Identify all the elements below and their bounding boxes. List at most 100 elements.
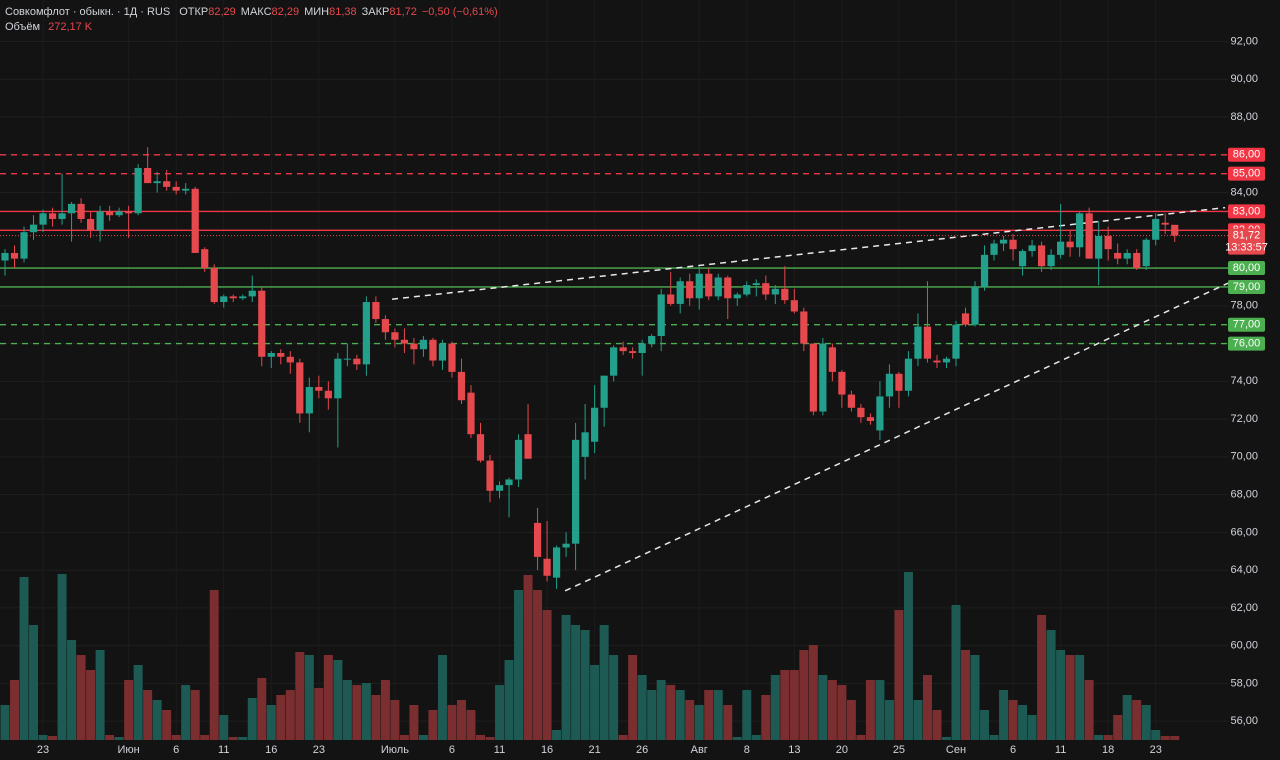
- candle-body: [220, 296, 228, 303]
- candle-body: [638, 343, 646, 354]
- volume-bar: [571, 625, 581, 740]
- header-value: 81,72: [389, 6, 417, 18]
- level-label: 77,00: [1233, 319, 1261, 331]
- volume-bar: [399, 735, 409, 740]
- volume-bar: [599, 625, 609, 740]
- candle-body: [495, 485, 504, 491]
- y-tick-label: 90,00: [1230, 73, 1258, 85]
- candle-body: [1057, 241, 1065, 255]
- level-label-box: [1228, 204, 1265, 219]
- candle-body: [429, 339, 437, 361]
- candle-body: [67, 203, 76, 214]
- candle-body: [514, 439, 523, 480]
- x-tick-label: Июн: [118, 744, 140, 756]
- candle-body: [838, 371, 846, 395]
- volume-header: Объём 272,17 K: [5, 21, 93, 33]
- candle-body: [58, 213, 66, 219]
- volume-bar: [865, 680, 875, 740]
- volume-bar: [380, 680, 390, 740]
- candle-body: [914, 326, 922, 359]
- candle-body: [572, 439, 580, 544]
- volume-bar: [941, 737, 951, 740]
- y-tick-label: 70,00: [1230, 451, 1258, 463]
- volume-bar: [466, 710, 476, 740]
- candle-body: [1152, 218, 1160, 240]
- volume-bar: [485, 737, 495, 740]
- volume-bar: [704, 690, 714, 740]
- candle-body: [467, 392, 475, 435]
- candle-body: [77, 203, 85, 219]
- y-tick-label: 64,00: [1230, 564, 1258, 576]
- volume-bar: [533, 590, 543, 740]
- candle-body: [971, 286, 979, 325]
- candle-body: [819, 343, 827, 412]
- volume-bar: [961, 650, 971, 740]
- candle-body: [486, 460, 494, 491]
- volume-bar: [637, 675, 647, 740]
- volume-bar: [808, 645, 818, 740]
- candle-body: [163, 181, 171, 187]
- volume-bar: [314, 688, 324, 740]
- candle-body: [1104, 235, 1112, 250]
- volume-bar: [913, 700, 923, 740]
- candle-body: [229, 296, 237, 299]
- volume-bar: [105, 735, 115, 740]
- candle-body: [134, 168, 142, 214]
- volume-bar: [133, 665, 143, 740]
- x-tick-label: 21: [588, 744, 600, 756]
- candle-body: [10, 252, 19, 259]
- volume-bar: [10, 680, 20, 740]
- candle-body: [657, 294, 665, 337]
- candle-body: [96, 211, 104, 231]
- x-tick-label: 6: [1010, 744, 1016, 756]
- volume-bar: [837, 685, 847, 740]
- volume-bar: [190, 690, 200, 740]
- candle-body: [419, 339, 428, 350]
- volume-bar: [295, 652, 305, 740]
- x-tick-label: 25: [893, 744, 905, 756]
- x-tick-label: 8: [744, 744, 750, 756]
- volume-title: Объём: [5, 21, 40, 33]
- volume-bar: [1075, 655, 1085, 740]
- candle-body: [258, 290, 266, 357]
- y-tick-label: 72,00: [1230, 413, 1258, 425]
- volume-bar: [1113, 715, 1123, 740]
- candle-body: [115, 211, 123, 216]
- volume-bar: [713, 690, 723, 740]
- candle-body: [904, 358, 913, 391]
- volume-bar: [209, 590, 219, 740]
- candle-body: [781, 288, 789, 301]
- volume-bar: [1084, 680, 1094, 740]
- candle-body: [144, 168, 152, 184]
- candle-body: [362, 302, 370, 365]
- volume-bar: [200, 735, 210, 740]
- x-tick-label: 20: [836, 744, 848, 756]
- level-label-box: [1228, 336, 1265, 351]
- candle-body: [876, 396, 884, 431]
- level-label: 80,00: [1233, 262, 1261, 274]
- x-tick-label: 23: [313, 744, 325, 756]
- last-price-box: [1228, 228, 1265, 255]
- volume-bar: [162, 710, 172, 740]
- volume-bar: [247, 698, 257, 740]
- volume-bar: [143, 690, 153, 740]
- candle-body: [1, 252, 9, 261]
- candle-body: [381, 319, 389, 333]
- x-tick-label: 23: [37, 744, 49, 756]
- candle-body: [1114, 252, 1122, 259]
- y-tick-label: 66,00: [1230, 526, 1258, 538]
- volume-bar: [19, 577, 29, 740]
- volume-bar: [124, 680, 134, 740]
- volume-bar: [1046, 630, 1056, 740]
- candle-body: [29, 224, 38, 233]
- candle-body: [980, 254, 989, 287]
- volume-bar: [1103, 735, 1113, 740]
- volume-bar: [1132, 700, 1142, 740]
- candle-body: [391, 332, 399, 340]
- volume-bar: [361, 683, 371, 740]
- level-label-box: [1228, 261, 1265, 276]
- candle-body: [705, 273, 713, 297]
- volume-bar: [1027, 715, 1037, 740]
